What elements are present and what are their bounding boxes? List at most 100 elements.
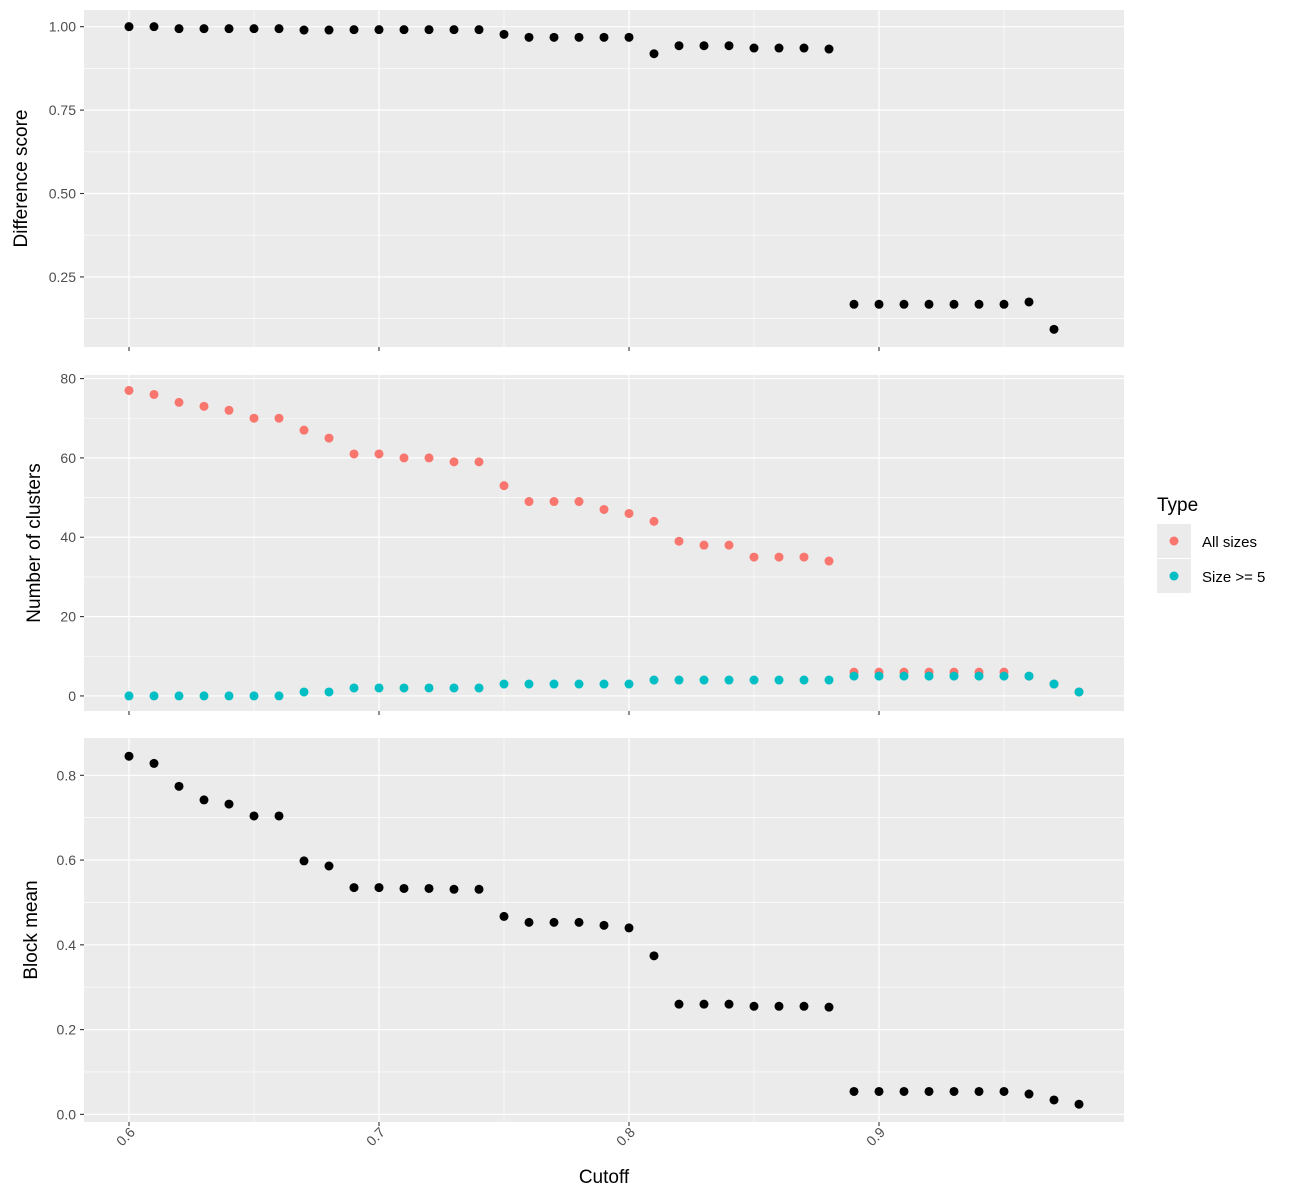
data-point-size-5 [899, 671, 909, 681]
data-point-series [274, 811, 284, 821]
data-point-all-sizes [424, 453, 434, 463]
data-point-size-5 [699, 675, 709, 685]
data-point-size-5 [874, 671, 884, 681]
data-point-series [724, 999, 734, 1009]
data-point-series [524, 917, 534, 927]
data-point-size-5 [1074, 687, 1084, 697]
data-point-size-5 [1024, 671, 1034, 681]
data-point-series [174, 24, 184, 34]
data-point-series [1024, 1089, 1034, 1099]
data-point-series [299, 856, 309, 866]
y-tick-label: 60 [60, 450, 76, 466]
data-point-series [849, 1086, 859, 1096]
data-point-series [199, 795, 209, 805]
y-tick-label: 80 [60, 371, 76, 387]
x-axis-ticks [128, 1122, 880, 1126]
grid [84, 375, 1124, 711]
data-point-series [349, 25, 359, 35]
data-point-all-sizes [174, 397, 184, 407]
data-point-series [474, 884, 484, 894]
data-point-all-sizes [299, 425, 309, 435]
data-point-all-sizes [749, 552, 759, 562]
panel-background [84, 375, 1124, 711]
data-point-series [924, 1086, 934, 1096]
data-point-size-5 [499, 679, 509, 689]
data-point-series [924, 299, 934, 309]
data-point-size-5 [399, 683, 409, 693]
data-point-series [774, 1001, 784, 1011]
data-point-size-5 [824, 675, 834, 685]
data-point-all-sizes [324, 433, 334, 443]
data-point-series [1049, 1095, 1059, 1105]
data-point-series [799, 1001, 809, 1011]
y-axis: 0 20 40 60 80 [60, 371, 84, 704]
data-point-series [1049, 324, 1059, 334]
data-point-series [449, 884, 459, 894]
legend: Type All sizes Size >= 5 [1157, 495, 1265, 593]
x-axis-title: Cutoff [579, 1167, 630, 1188]
data-point-series [899, 1086, 909, 1096]
panel-difference-score: 0.25 0.50 0.75 1.00 Difference score [11, 10, 1124, 351]
data-point-series [749, 1001, 759, 1011]
data-point-size-5 [424, 683, 434, 693]
data-point-all-sizes [224, 405, 234, 415]
data-point-all-sizes [249, 413, 259, 423]
y-axis-title: Number of clusters [24, 463, 45, 622]
y-tick-label: 0.2 [57, 1022, 77, 1038]
data-point-series [649, 951, 659, 961]
data-point-series [324, 25, 334, 35]
data-point-series [349, 883, 359, 893]
data-point-all-sizes [624, 508, 634, 518]
data-point-size-5 [299, 687, 309, 697]
data-point-series [249, 811, 259, 821]
data-point-all-sizes [349, 449, 359, 459]
data-point-size-5 [274, 691, 284, 701]
data-point-series [724, 41, 734, 51]
data-point-series [874, 299, 884, 309]
data-point-all-sizes [399, 453, 409, 463]
data-point-series [449, 25, 459, 35]
data-point-series [324, 861, 334, 871]
data-point-size-5 [124, 691, 134, 701]
data-point-all-sizes [574, 497, 584, 507]
grid [84, 10, 1124, 347]
legend-label: Size >= 5 [1202, 569, 1265, 586]
data-point-size-5 [149, 691, 159, 701]
data-point-series [174, 781, 184, 791]
data-point-series [799, 43, 809, 53]
data-point-series [624, 32, 634, 42]
y-tick-label: 0.25 [49, 269, 76, 285]
data-point-series [249, 24, 259, 34]
data-point-series [749, 43, 759, 53]
data-point-series [649, 49, 659, 59]
y-tick-label: 0.8 [57, 767, 77, 783]
data-point-series [299, 25, 309, 35]
data-point-all-sizes [824, 556, 834, 566]
data-point-series [499, 29, 509, 39]
x-axis-ticks [128, 711, 880, 715]
data-point-size-5 [449, 683, 459, 693]
data-point-all-sizes [649, 516, 659, 526]
data-point-series [499, 911, 509, 921]
data-point-all-sizes [199, 401, 209, 411]
data-point-size-5 [599, 679, 609, 689]
data-point-series [974, 1086, 984, 1096]
data-point-size-5 [774, 675, 784, 685]
y-axis-title: Difference score [11, 110, 32, 248]
data-point-all-sizes [799, 552, 809, 562]
data-point-size-5 [724, 675, 734, 685]
data-point-all-sizes [149, 389, 159, 399]
data-point-all-sizes [124, 385, 134, 395]
data-point-series [124, 22, 134, 32]
data-point-series [774, 43, 784, 53]
data-point-series [524, 32, 534, 42]
data-point-series [399, 883, 409, 893]
data-point-series [224, 24, 234, 34]
data-point-series [599, 920, 609, 930]
data-point-size-5 [374, 683, 384, 693]
points [124, 385, 1084, 701]
data-point-size-5 [324, 687, 334, 697]
data-point-size-5 [249, 691, 259, 701]
data-point-all-sizes [474, 457, 484, 467]
